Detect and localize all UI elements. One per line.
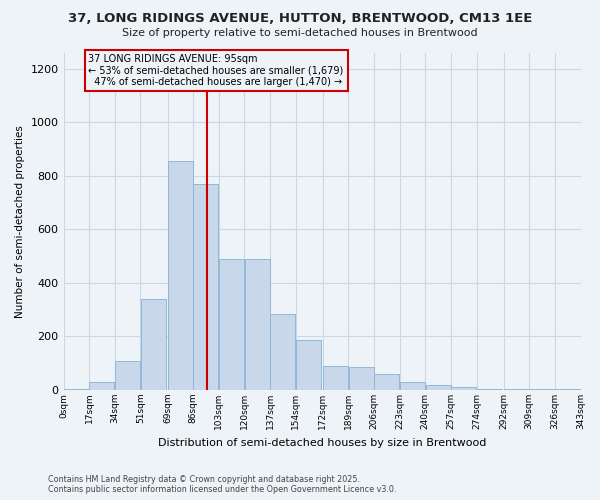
Bar: [115, 360, 140, 390]
Bar: [296, 340, 321, 390]
Bar: [323, 366, 348, 390]
Text: Contains HM Land Registry data © Crown copyright and database right 2025.
Contai: Contains HM Land Registry data © Crown c…: [48, 474, 397, 494]
Text: 37 LONG RIDINGS AVENUE: 95sqm
← 53% of semi-detached houses are smaller (1,679)
: 37 LONG RIDINGS AVENUE: 95sqm ← 53% of s…: [88, 54, 344, 87]
Bar: [89, 382, 115, 390]
Bar: [168, 161, 193, 390]
Bar: [425, 384, 451, 390]
Text: 37, LONG RIDINGS AVENUE, HUTTON, BRENTWOOD, CM13 1EE: 37, LONG RIDINGS AVENUE, HUTTON, BRENTWO…: [68, 12, 532, 26]
Bar: [271, 314, 295, 390]
Bar: [64, 388, 89, 390]
Bar: [141, 299, 166, 390]
X-axis label: Distribution of semi-detached houses by size in Brentwood: Distribution of semi-detached houses by …: [158, 438, 486, 448]
Bar: [451, 388, 476, 390]
Bar: [193, 184, 218, 390]
Bar: [219, 259, 244, 390]
Text: Size of property relative to semi-detached houses in Brentwood: Size of property relative to semi-detach…: [122, 28, 478, 38]
Bar: [349, 367, 374, 390]
Bar: [245, 259, 270, 390]
Bar: [374, 374, 400, 390]
Y-axis label: Number of semi-detached properties: Number of semi-detached properties: [15, 125, 25, 318]
Bar: [400, 382, 425, 390]
Bar: [477, 388, 502, 390]
